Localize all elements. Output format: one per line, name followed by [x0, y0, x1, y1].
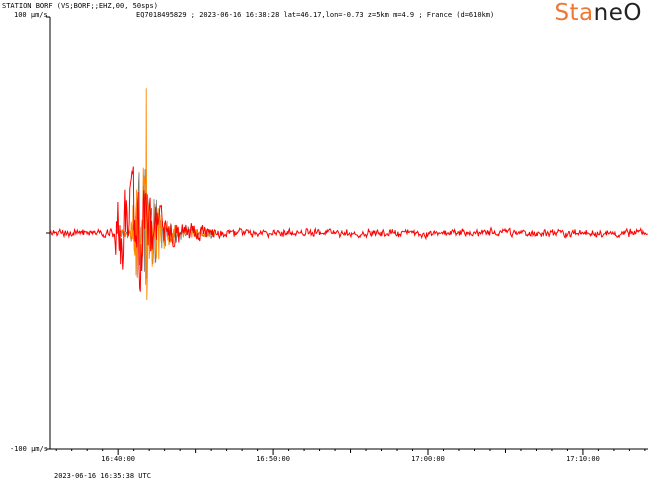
logo-part-1: Sta: [554, 0, 594, 26]
chart-traces: [49, 88, 648, 301]
x-tick-label: 16:40:00: [101, 455, 135, 463]
x-tick-label: 16:50:00: [256, 455, 290, 463]
y-axis-max-label: 100 µm/s: [14, 11, 48, 19]
logo-part-2: neO: [593, 0, 642, 26]
start-time-label: 2023-06-16 16:35:38 UTC: [54, 472, 151, 480]
trace-orange: [117, 88, 216, 301]
y-axis-min-label: -100 µm/s: [10, 445, 48, 453]
station-info: STATION BORF (VS;BORF;;EHZ,00, 50sps): [2, 2, 158, 10]
x-axis-ticks: 16:40:00 16:50:00 17:00:00 17:10:00: [55, 449, 646, 463]
staneo-logo: StaneO: [554, 0, 642, 26]
x-tick-label: 17:10:00: [566, 455, 600, 463]
event-info: EQ7018495829 ; 2023-06-16 16:38:28 lat=4…: [136, 11, 495, 19]
chart-axes: [46, 16, 648, 450]
x-tick-label: 17:00:00: [411, 455, 445, 463]
trace-red: [49, 166, 648, 292]
